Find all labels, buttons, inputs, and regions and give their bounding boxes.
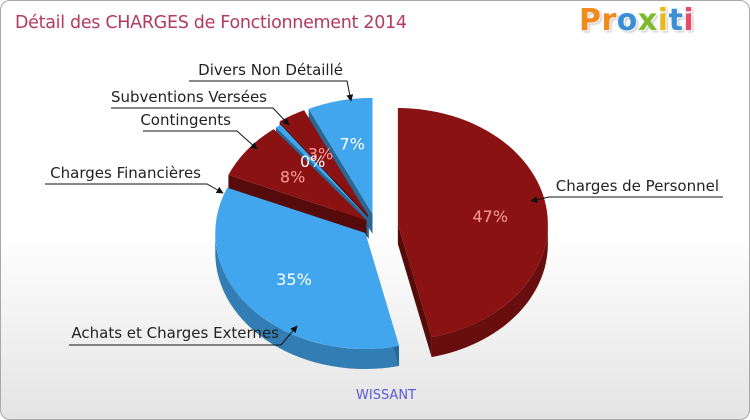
pie-slice-percent: 7% (340, 135, 365, 154)
callout-line (111, 107, 290, 126)
footer-label: WISSANT (356, 388, 416, 403)
callout-line (45, 183, 224, 194)
logo-letter: i (683, 3, 695, 38)
callout-line (69, 325, 298, 346)
chart-title: Détail des CHARGES de Fonctionnement 201… (15, 13, 407, 33)
pie-slice-top (215, 187, 400, 350)
pie-slice-top (228, 129, 367, 221)
callout-label: Contingents (140, 111, 231, 129)
pie-slice-percent: 47% (472, 207, 508, 226)
pie-slice-top (276, 124, 369, 219)
callout-label: Charges Financières (50, 164, 201, 182)
proxiti-logo: Proxiti (579, 3, 694, 38)
pie-slice-percent: 3% (308, 144, 333, 163)
logo-letter: x (637, 3, 658, 38)
callout-line (530, 196, 723, 204)
pie-slice-percent: 8% (280, 168, 305, 187)
callout-label: Subventions Versées (111, 88, 267, 106)
logo-letter: P (579, 3, 602, 38)
pie-slice-percent: 35% (276, 270, 312, 289)
pie-slice (397, 108, 548, 358)
pie-slice (215, 187, 400, 370)
logo-letter: o (616, 3, 638, 38)
logo-letter: i (657, 3, 669, 38)
pie-slice-side (431, 224, 548, 358)
pie-slice-top (279, 110, 368, 216)
callout-line (143, 130, 258, 150)
callout-line (189, 80, 354, 102)
logo-letter: t (668, 3, 684, 38)
pie-slice-top (308, 97, 373, 214)
pie-slice-top (397, 108, 548, 338)
pie-slice-percent: 0% (300, 152, 325, 171)
callout-label: Charges de Personnel (556, 177, 719, 195)
callout-label: Achats et Charges Externes (71, 324, 279, 342)
pie-slice-wall (397, 224, 432, 358)
logo-letter: r (601, 3, 617, 38)
callout-label: Divers Non Détaillé (198, 61, 343, 79)
pie-slice-side (215, 233, 400, 370)
